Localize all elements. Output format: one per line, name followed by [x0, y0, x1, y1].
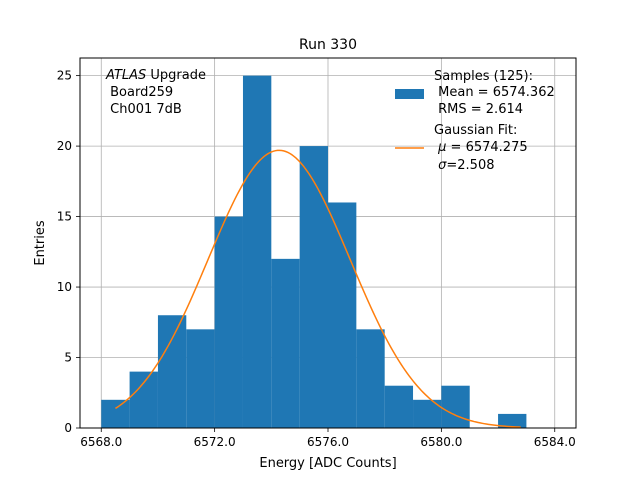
- legend-samples-title: Samples (125):: [434, 69, 533, 84]
- x-axis-ticks: 6568.0 6572.0 6576.0 6580.0 6584.0: [80, 428, 576, 449]
- gaussian-fit-curve: [115, 149, 521, 428]
- x-tick-label-3: 6580.0: [420, 435, 462, 449]
- legend-samples-mean: Mean = 6574.362: [434, 85, 555, 100]
- histogram-bar-5: [242, 75, 272, 428]
- atlas-annotation: ATLAS Upgrade: [105, 68, 206, 83]
- legend-samples-swatch: [395, 89, 424, 99]
- histogram-bar-7: [299, 146, 328, 428]
- histogram-bar-10: [384, 385, 414, 428]
- sigma-value: =2.508: [446, 158, 494, 173]
- mu-symbol: μ: [437, 140, 446, 155]
- x-tick-label-0: 6568.0: [80, 435, 122, 449]
- sigma-symbol: σ: [438, 158, 447, 173]
- histogram-bar-1: [129, 371, 158, 428]
- atlas-label: ATLAS: [105, 68, 146, 83]
- histogram-bar-2: [157, 315, 187, 428]
- y-tick-label-3: 15: [57, 210, 72, 224]
- upgrade-label: Upgrade: [146, 68, 206, 83]
- chart-title: Run 330: [299, 37, 357, 53]
- histogram-bar-6: [271, 258, 300, 428]
- x-tick-label-4: 6584.0: [534, 435, 576, 449]
- histogram-bar-8: [328, 202, 357, 428]
- y-axis-ticks: 0 5 10 15 20 25: [57, 69, 80, 435]
- y-tick-label-0: 0: [64, 421, 72, 435]
- y-tick-label-1: 5: [64, 351, 72, 365]
- legend-fit-title: Gaussian Fit:: [434, 123, 517, 138]
- channel-label: Ch001 7dB: [106, 102, 182, 117]
- y-tick-label-5: 25: [57, 69, 72, 83]
- histogram-bars: [101, 75, 527, 428]
- histogram-bar-12: [441, 385, 470, 428]
- histogram-bar-14: [498, 413, 527, 428]
- board-label: Board259: [106, 85, 173, 100]
- legend: Samples (125): Mean = 6574.362 RMS = 2.6…: [395, 69, 555, 173]
- y-tick-label-4: 20: [57, 139, 72, 153]
- histogram-bar-0: [101, 399, 130, 428]
- histogram-bar-4: [214, 216, 243, 428]
- y-tick-label-2: 10: [57, 280, 72, 294]
- mu-value: = 6574.275: [446, 140, 527, 155]
- histogram-bar-9: [356, 329, 385, 428]
- legend-fit-sigma: σ=2.508: [434, 158, 495, 173]
- x-axis-label: Energy [ADC Counts]: [259, 456, 396, 471]
- legend-fit-mu: μ = 6574.275: [434, 140, 528, 155]
- x-tick-label-2: 6576.0: [307, 435, 349, 449]
- x-tick-label-1: 6572.0: [194, 435, 236, 449]
- y-axis-label: Entries: [33, 220, 48, 266]
- legend-samples-rms: RMS = 2.614: [434, 102, 523, 117]
- histogram-bar-3: [186, 329, 215, 428]
